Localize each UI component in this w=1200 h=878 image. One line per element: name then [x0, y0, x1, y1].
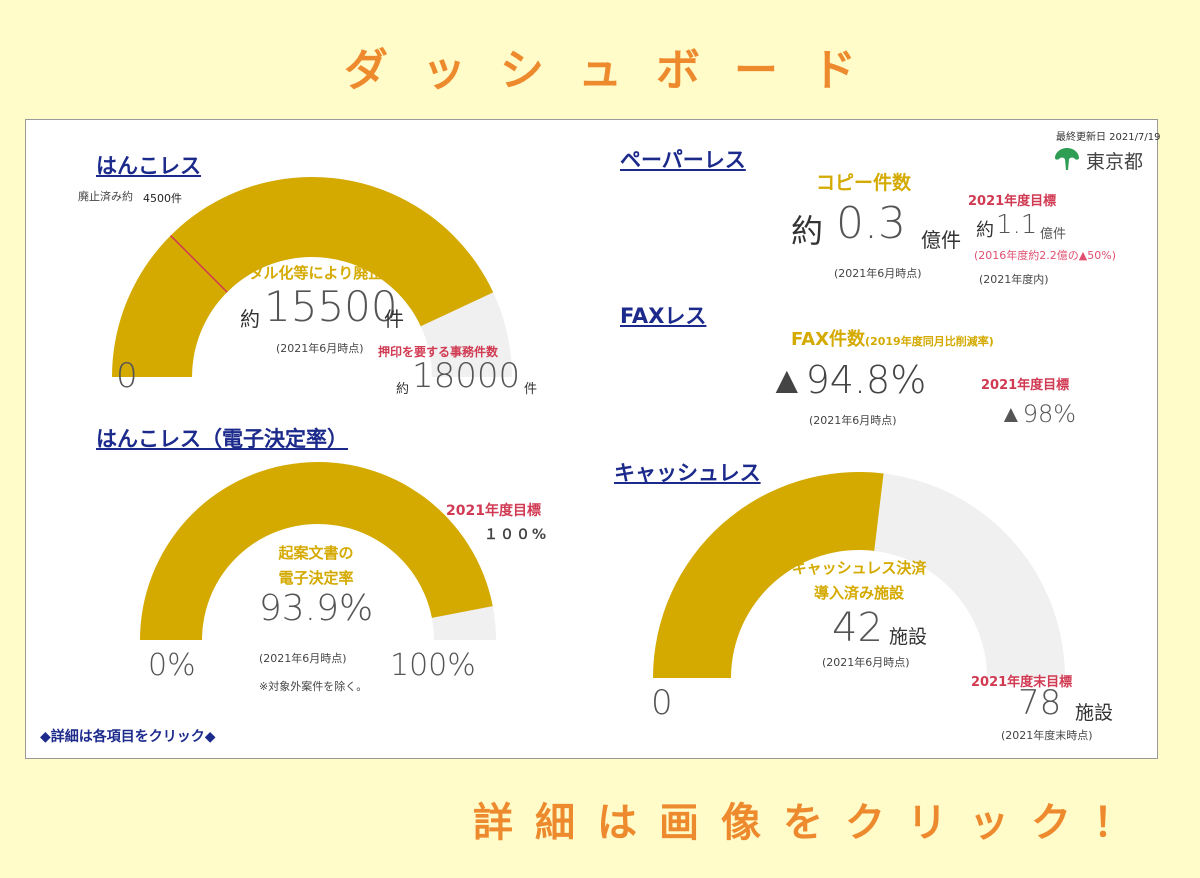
dashboard-panel[interactable]: はんこレス 廃止済み約 4500件 はんこ廃止済＆ デジタル化等により廃止予定 … — [25, 119, 1161, 759]
cashless-as-of: (2021年6月時点) — [822, 656, 910, 669]
decision-max: 100% — [390, 648, 476, 683]
paperless-target-value: 1.1 — [996, 210, 1038, 240]
paperless-value: 0.3 — [836, 198, 906, 249]
cashless-target-unit: 施設 — [1075, 702, 1114, 724]
hankoless-unit: 件 — [384, 307, 404, 331]
abolished-label: 廃止済み約 — [78, 190, 133, 203]
decision-target-value: １００% — [484, 527, 549, 543]
hankoless-gauge[interactable] — [101, 150, 521, 390]
cashless-target-as-of: (2021年度末時点) — [1001, 729, 1093, 742]
faxless-as-of: (2021年6月時点) — [809, 414, 897, 427]
decision-rate-gauge[interactable] — [136, 460, 496, 660]
abolished-value: 4500件 — [143, 192, 182, 205]
paperless-target-prefix: 約 — [976, 220, 994, 241]
hankoless-min: 0 — [116, 356, 138, 396]
section-link-paperless[interactable]: ペーパーレス — [620, 148, 746, 172]
faxless-metric-label: FAX件数(2019年度同月比削減率) — [791, 325, 994, 351]
decision-value: 93.9% — [258, 588, 374, 629]
detail-click-banner[interactable]: 詳細は画像をクリック！ — [473, 800, 1155, 846]
logo-text: 東京都 — [1086, 151, 1144, 173]
faxless-metric-sub: (2019年度同月比削減率) — [865, 335, 994, 348]
decision-center-line2: 電子決定率 — [278, 569, 354, 587]
paperless-target-label: 2021年度目標 — [968, 194, 1057, 209]
faxless-value: ▲94.8% — [768, 358, 927, 402]
abolished-marker — [170, 235, 228, 293]
section-link-hankoless[interactable]: はんこレス — [96, 154, 201, 178]
decision-as-of: (2021年6月時点) — [259, 652, 347, 665]
hankoless-total-label: 押印を要する事務件数 — [378, 345, 499, 359]
cashless-unit: 施設 — [889, 626, 928, 648]
last-updated: 最終更新日 2021/7/19 — [1056, 132, 1161, 143]
hankoless-prefix: 約 — [240, 307, 260, 331]
gauge-fill — [140, 461, 493, 640]
cashless-target-label: 2021年度末目標 — [971, 675, 1073, 690]
paperless-target-period: (2021年度内) — [979, 273, 1049, 286]
cashless-value: 42 — [832, 605, 883, 651]
paperless-metric-label: コピー件数 — [816, 172, 912, 194]
gauge-fill — [112, 176, 494, 377]
paperless-prefix: 約 — [791, 212, 824, 250]
section-link-faxless[interactable]: FAXレス — [620, 304, 707, 328]
paperless-target-note: (2016年度約2.2億の▲50%) — [974, 249, 1116, 262]
cashless-min: 0 — [651, 683, 673, 723]
paperless-unit: 億件 — [921, 228, 961, 252]
hankoless-center-line1: はんこ廃止済＆ — [263, 240, 369, 258]
hankoless-total-unit: 件 — [524, 382, 538, 397]
faxless-target-label: 2021年度目標 — [981, 378, 1070, 393]
ginkgo-logo-icon — [1055, 148, 1079, 170]
decision-min: 0% — [148, 648, 196, 683]
gauge-fill — [653, 471, 884, 678]
paperless-as-of: (2021年6月時点) — [834, 267, 922, 280]
hankoless-center-line2: デジタル化等により廃止予定 — [218, 264, 414, 282]
decision-note: ※対象外案件を除く。 — [259, 680, 368, 693]
faxless-metric-main: FAX件数 — [791, 329, 866, 350]
section-link-cashless[interactable]: キャッシュレス — [614, 461, 761, 485]
paperless-target-unit: 億件 — [1040, 227, 1067, 242]
page-title: ダッシュボード — [344, 45, 890, 96]
decision-target-label: 2021年度目標 — [446, 503, 541, 519]
hankoless-total-prefix: 約 — [396, 382, 410, 397]
section-link-decision-rate[interactable]: はんこレス（電子決定率） — [96, 427, 348, 451]
cashless-gauge[interactable] — [650, 468, 1070, 698]
decision-center-line1: 起案文書の — [278, 544, 354, 562]
detail-hint: ◆詳細は各項目をクリック◆ — [40, 729, 216, 745]
hankoless-value: 15500 — [264, 282, 398, 331]
cashless-center-line2: 導入済み施設 — [813, 584, 904, 602]
cashless-target-value: 78 — [1018, 683, 1062, 723]
faxless-target-value: ▲98% — [999, 400, 1077, 428]
hankoless-as-of: (2021年6月時点) — [276, 342, 364, 355]
hankoless-total-value: 18000 — [412, 356, 521, 396]
cashless-center-line1: キャッシュレス決済 — [791, 559, 927, 577]
